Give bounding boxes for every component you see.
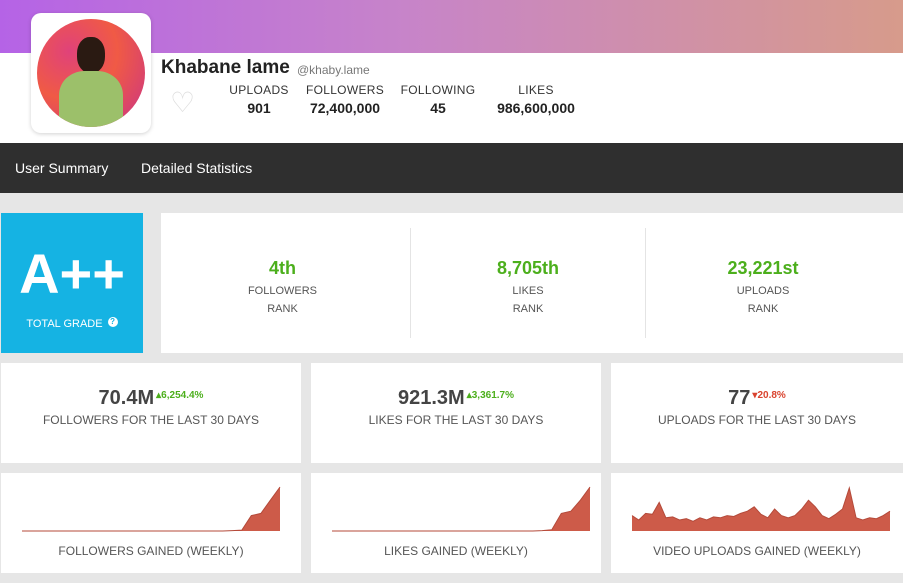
rank-card: 4th FOLLOWERS RANK 8,705th LIKES RANK 23… (161, 213, 903, 353)
video-uploads-gained-chart: VIDEO UPLOADS GAINED (WEEKLY) (611, 473, 903, 573)
growth-value: 77 (728, 387, 751, 409)
uploads-growth-card: 77 ▾20.8% UPLOADS FOR THE LAST 30 DAYS (611, 363, 903, 463)
video-uploads-gained-plot (631, 486, 891, 531)
avatar-head (77, 37, 105, 73)
stat-label: FOLLOWING (400, 83, 476, 97)
stat-uploads: UPLOADS 901 (228, 83, 290, 116)
rank-label: LIKES (512, 285, 544, 297)
area-series (22, 487, 280, 531)
total-grade-card: A++ TOTAL GRADE ? (1, 213, 143, 353)
area-series (632, 487, 890, 531)
likes-gained-chart: LIKES GAINED (WEEKLY) (311, 473, 601, 573)
grade-label: TOTAL GRADE (26, 318, 103, 330)
rank-likes: 8,705th LIKES RANK (410, 228, 645, 338)
growth-change: ▴3,361.7% (467, 390, 514, 401)
growth-value: 70.4M (98, 387, 155, 409)
avatar-card (31, 13, 151, 133)
stat-value: 45 (430, 100, 446, 116)
rank-label: FOLLOWERS (247, 285, 318, 297)
rank-value: 8,705th (496, 258, 560, 278)
series-line (22, 486, 281, 532)
heart-icon[interactable]: ♡ (170, 87, 196, 118)
growth-value: 921.3M (397, 387, 465, 409)
stat-likes: LIKES 986,600,000 (492, 83, 580, 116)
likes-gained-plot (332, 486, 591, 532)
growth-change-value: 20.8% (757, 390, 786, 401)
arrow-down-icon: ▾ (752, 390, 758, 401)
rank-uploads: 23,221st UPLOADS RANK (645, 228, 880, 338)
rank-sub: RANK (267, 303, 298, 315)
tab-detailed-statistics[interactable]: Detailed Statistics (141, 160, 253, 176)
stat-label: UPLOADS (229, 83, 289, 97)
stat-value: 901 (247, 100, 271, 116)
stat-label: LIKES (518, 83, 554, 97)
profile-name: Khabane lame (161, 57, 290, 78)
arrow-up-icon: ▴ (156, 390, 162, 401)
rank-label: UPLOADS (736, 285, 790, 297)
series-line (332, 486, 591, 532)
stat-value: 986,600,000 (497, 100, 575, 116)
growth-label: LIKES FOR THE LAST 30 DAYS (368, 413, 544, 427)
stat-label: FOLLOWERS (305, 83, 385, 97)
stat-value: 72,400,000 (309, 100, 381, 116)
rank-sub: RANK (747, 303, 779, 315)
followers-growth-card: 70.4M ▴6,254.4% FOLLOWERS FOR THE LAST 30… (1, 363, 301, 463)
followers-gained-chart: FOLLOWERS GAINED (WEEKLY) (1, 473, 301, 573)
series-line (631, 486, 891, 522)
growth-label: UPLOADS FOR THE LAST 30 DAYS (657, 413, 857, 427)
chart-title: FOLLOWERS GAINED (WEEKLY) (58, 544, 244, 558)
growth-change-value: 3,361.7% (471, 390, 514, 401)
chart-title: LIKES GAINED (WEEKLY) (384, 544, 528, 558)
rank-sub: RANK (512, 303, 544, 315)
profile-handle: @khaby.lame (297, 63, 370, 77)
area-series (332, 487, 590, 531)
stat-following: FOLLOWING 45 (400, 83, 476, 116)
grade-label-row: TOTAL GRADE ? (1, 317, 143, 330)
growth-change: ▴6,254.4% (156, 390, 203, 401)
grade-value: A++ (19, 242, 125, 305)
rank-followers: 4th FOLLOWERS RANK (165, 228, 400, 338)
help-icon[interactable]: ? (107, 317, 118, 327)
stat-followers: FOLLOWERS 72,400,000 (305, 83, 385, 116)
rank-value: 23,221st (727, 258, 799, 278)
likes-growth-card: 921.3M ▴3,361.7% LIKES FOR THE LAST 30 DA… (311, 363, 601, 463)
growth-change-value: 6,254.4% (161, 390, 204, 401)
avatar-body (59, 71, 123, 127)
chart-title: VIDEO UPLOADS GAINED (WEEKLY) (653, 544, 861, 558)
growth-change: ▾20.8% (752, 390, 785, 401)
arrow-up-icon: ▴ (466, 390, 472, 401)
followers-gained-plot (22, 486, 281, 532)
avatar (37, 19, 145, 127)
nav-bar: User Summary Detailed Statistics (0, 143, 903, 193)
tab-user-summary[interactable]: User Summary (15, 160, 109, 176)
growth-label: FOLLOWERS FOR THE LAST 30 DAYS (42, 413, 260, 427)
rank-value: 4th (269, 258, 296, 278)
